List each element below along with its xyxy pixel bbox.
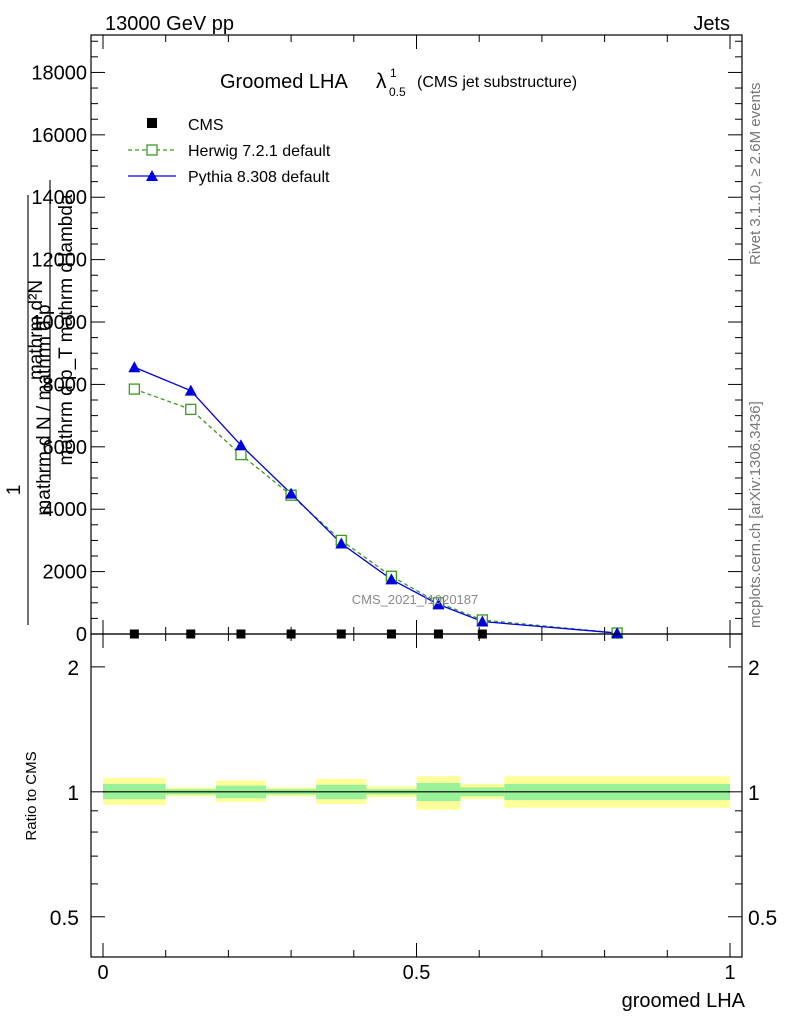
mcplots-label: mcplots.cern.ch [arXiv:1306.3436]: [747, 401, 764, 628]
main-y-ticks: 0 2000 4000 6000 8000 10000 12000 14000 16000 180…: [31, 35, 742, 646]
main-tick-label: 6000: [43, 437, 88, 459]
title-main: Groomed LHA: [220, 71, 348, 93]
ylabel-numerator: mathrm d²N: [26, 280, 47, 380]
herwig-point: [235, 448, 247, 461]
herwig-point: [128, 383, 141, 395]
x-tick-label: 1: [724, 962, 735, 984]
pythia-point: [184, 384, 197, 396]
ratio-tick-label-left: 1: [67, 782, 79, 805]
rivet-label: Rivet 3.1.10, ≥ 2.6M events: [747, 83, 764, 266]
pythia-point: [234, 439, 247, 451]
ratio-tick-label-right: 0.5: [748, 907, 777, 930]
legend-pythia-marker: [146, 170, 158, 181]
main-tick-label: 18000: [31, 62, 87, 84]
ratio-frame: [90, 633, 743, 958]
ratio-ylabel: Ratio to CMS: [23, 751, 40, 840]
main-panel: 0 2000 4000 6000 8000 10000 12000 14000 16000 180…: [4, 34, 743, 646]
ratio-tick-label-right: 2: [748, 657, 760, 680]
pythia-point: [476, 615, 489, 627]
ratio-y-ticks: 0.5 0.5 1 1 2 2: [50, 657, 777, 958]
plot-title: Groomed LHA λ 1 0.5 (CMS jet substructur…: [220, 66, 577, 99]
legend-cms-marker: [147, 118, 157, 128]
pythia-point: [432, 598, 445, 610]
main-tick-label: 0: [76, 624, 87, 646]
main-tick-label: 12000: [31, 250, 87, 272]
legend-herwig-label: Herwig 7.2.1 default: [188, 143, 331, 160]
ratio-bands: [103, 776, 730, 810]
main-ylabel: mathrm d²N mathrm d p_T mathrm d lambda …: [4, 180, 77, 625]
main-tick-label: 16000: [31, 125, 87, 147]
header-right: Jets: [693, 13, 730, 35]
x-tick-label: 0: [97, 962, 108, 984]
title-suffix: (CMS jet substructure): [417, 74, 577, 91]
main-tick-label: 2000: [43, 562, 88, 584]
pythia-point: [285, 487, 298, 499]
main-tick-label: 10000: [31, 312, 87, 334]
ratio-tick-label-left: 0.5: [50, 907, 79, 930]
legend-pythia-label: Pythia 8.308 default: [188, 169, 330, 186]
pythia-points: [128, 361, 624, 639]
main-tick-label: 4000: [43, 499, 88, 521]
legend-cms-label: CMS: [188, 117, 224, 134]
pythia-point: [128, 361, 141, 373]
x-axis-label: groomed LHA: [622, 990, 746, 1012]
pythia-point: [611, 627, 624, 639]
ylabel-denominator: mathrm d p_T mathrm d lambda: [56, 194, 77, 465]
ratio-tick-label-left: 2: [67, 657, 79, 680]
legend: CMS Herwig 7.2.1 default Pythia 8.308 de…: [128, 117, 331, 186]
ratio-tick-label-right: 1: [748, 782, 760, 805]
title-symbol: λ: [376, 70, 387, 93]
herwig-point: [185, 403, 197, 416]
ylabel-prefix-denominator: mathrm d N / mathrm d p: [34, 304, 55, 515]
watermark: CMS_2021_I1920187: [352, 592, 479, 607]
main-tick-label: 8000: [43, 374, 88, 396]
x-tick-label: 0.5: [403, 962, 431, 984]
legend-herwig-marker: [146, 144, 158, 156]
ratio-panel: 0.5 0.51 12 2 0 0.5 1 Ratio to CMS groomed LH…: [23, 633, 777, 1012]
header-left: 13000 GeV pp: [105, 13, 234, 35]
pythia-point: [385, 573, 398, 585]
pythia-point: [335, 537, 348, 549]
main-tick-label: 14000: [31, 187, 87, 209]
title-sub: 0.5: [389, 85, 406, 99]
x-ticks: 0 0.5 1: [97, 634, 736, 984]
title-sup: 1: [390, 66, 397, 80]
ylabel-prefix-numerator: 1: [4, 485, 25, 496]
